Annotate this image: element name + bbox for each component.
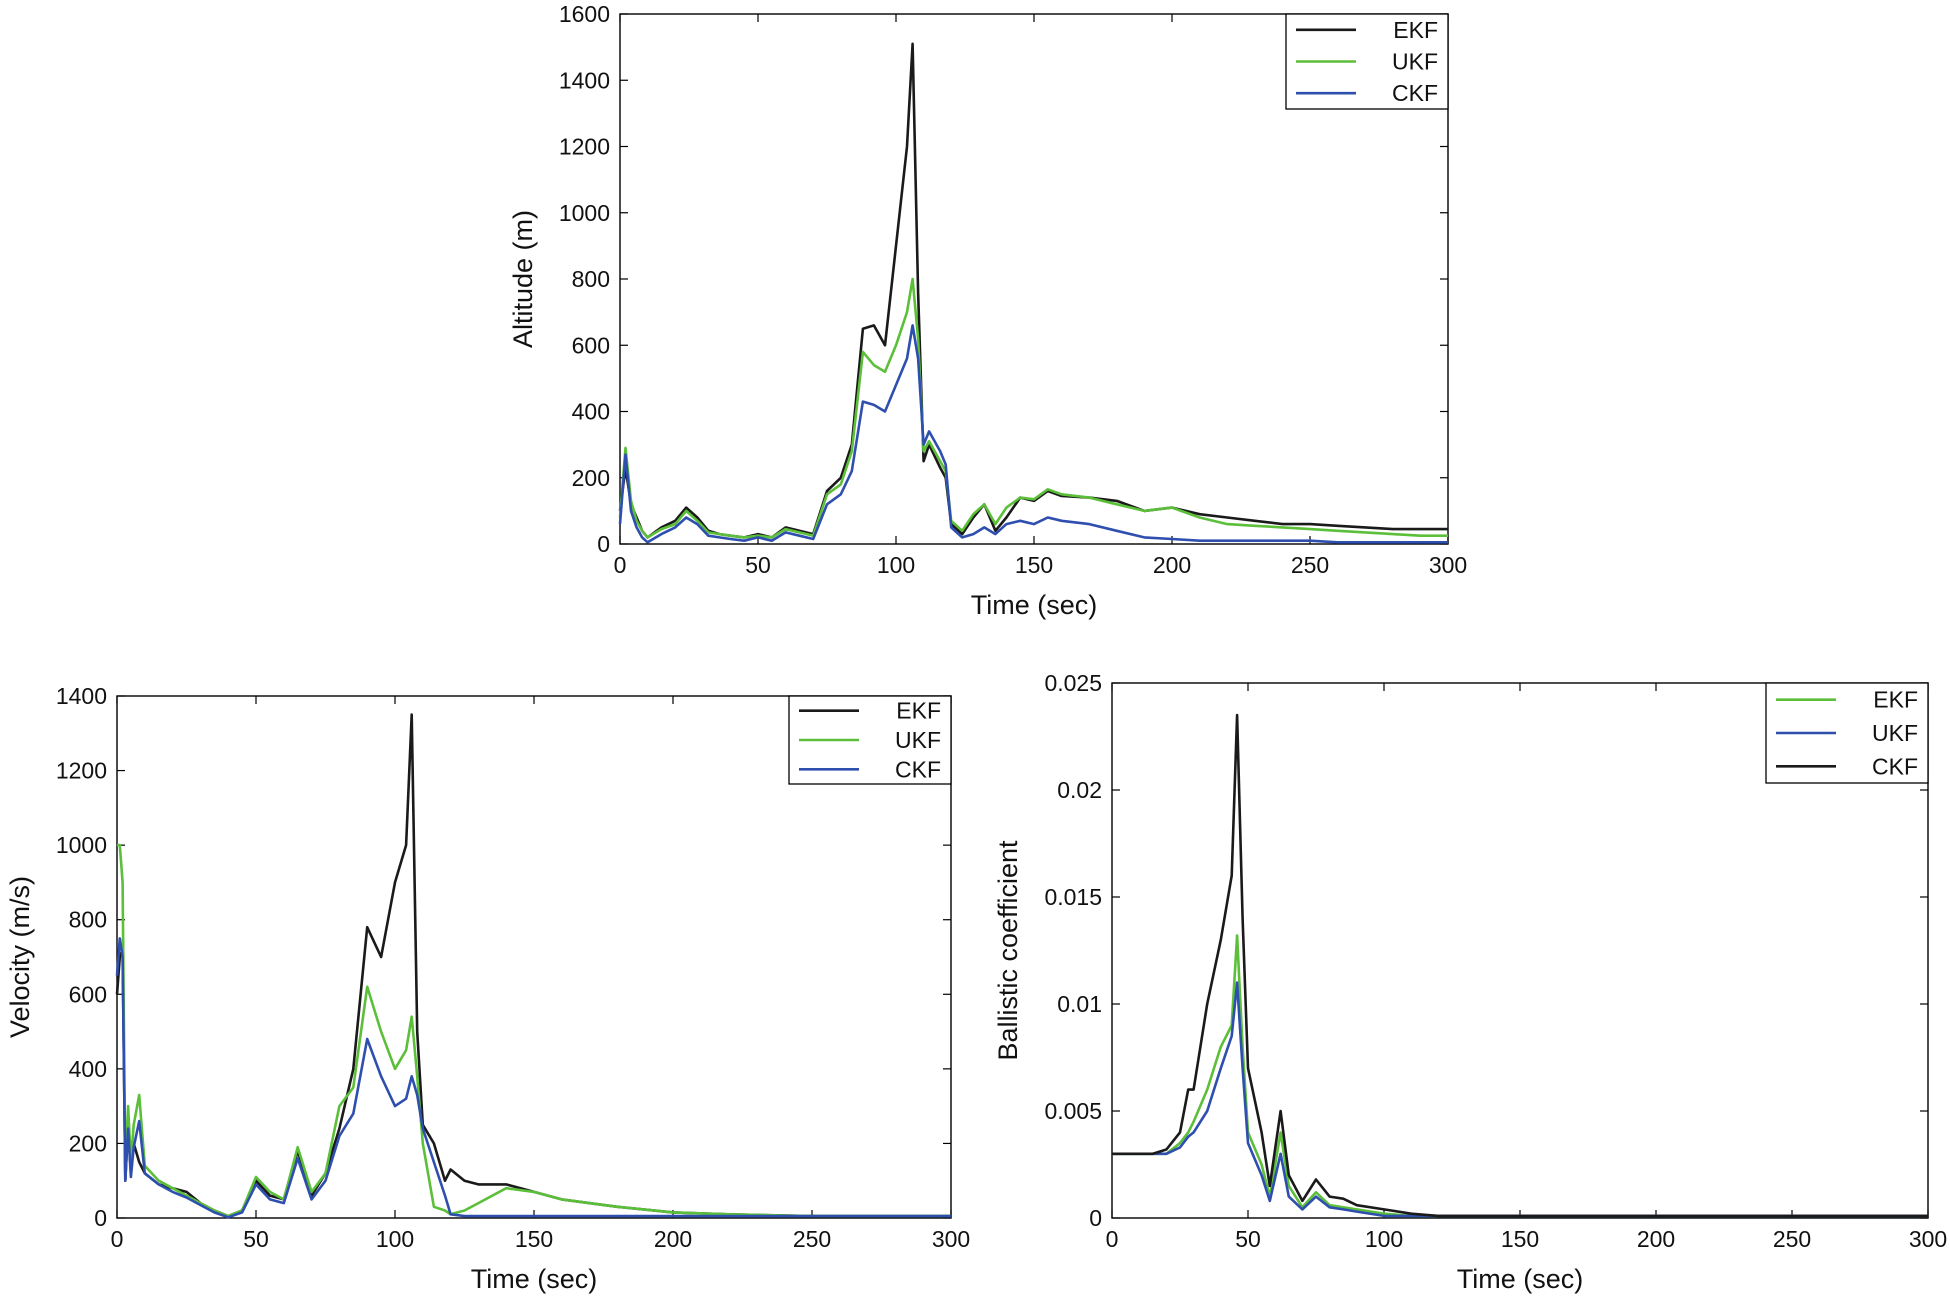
velocity-ytick-label: 1200 [56,758,107,784]
altitude-xtick-label: 100 [877,552,915,578]
ballistic-xtick-label: 50 [1235,1226,1261,1252]
altitude-series-ckf [618,324,1448,544]
ballistic-ytick-label: 0.01 [1057,991,1102,1017]
altitude-ylabel: Altitude (m) [508,210,538,348]
ballistic-ytick-label: 0.02 [1057,777,1102,803]
velocity-xtick-label: 300 [932,1226,970,1252]
altitude-legend-label-ckf: CKF [1392,80,1438,106]
altitude-series-ekf [618,42,1448,539]
ballistic-legend-label-ekf: EKF [1873,687,1918,713]
velocity-xlabel: Time (sec) [471,1264,598,1294]
velocity-series-ukf [117,843,951,1218]
altitude-xlabel: Time (sec) [971,590,1098,620]
ballistic-ytick-label: 0 [1089,1205,1102,1231]
ballistic-xtick-label: 200 [1637,1226,1675,1252]
altitude-xtick-label: 200 [1153,552,1191,578]
altitude-ytick-label: 400 [572,399,610,425]
velocity-series-ckf [115,937,951,1219]
velocity-ytick-label: 0 [94,1205,107,1231]
altitude-xtick-label: 250 [1291,552,1329,578]
altitude-legend-label-ekf: EKF [1393,17,1438,43]
velocity-ytick-label: 1400 [56,683,107,709]
altitude-ytick-label: 800 [572,266,610,292]
velocity-ytick-label: 1000 [56,832,107,858]
velocity-legend-label-ukf: UKF [895,727,941,753]
velocity-legend-label-ckf: CKF [895,756,941,782]
altitude-ytick-label: 1600 [559,1,610,27]
ballistic-series-ckf [1112,713,1928,1218]
chart-altitude: 0 50 100 150 200 250 300 0 200 400 600 800 1000 1200 1… [508,1,1467,620]
ballistic-xtick-label: 150 [1501,1226,1539,1252]
ballistic-legend-label-ckf: CKF [1872,753,1918,779]
altitude-xtick-label: 50 [745,552,771,578]
ballistic-ytick-label: 0.015 [1044,884,1102,910]
altitude-xtick-label: 0 [614,552,627,578]
altitude-ytick-label: 0 [597,531,610,557]
velocity-ytick-label: 600 [69,981,107,1007]
ballistic-legend-label-ukf: UKF [1872,720,1918,746]
altitude-ytick-label: 600 [572,332,610,358]
ballistic-xtick-label: 250 [1773,1226,1811,1252]
velocity-xtick-label: 100 [376,1226,414,1252]
ballistic-xlabel: Time (sec) [1457,1264,1584,1294]
velocity-ytick-label: 800 [69,907,107,933]
ballistic-ylabel: Ballistic coefficient [993,840,1023,1061]
velocity-ytick-label: 400 [69,1056,107,1082]
altitude-series-ukf [618,277,1448,539]
altitude-ytick-label: 1400 [559,67,610,93]
ballistic-xtick-label: 0 [1106,1226,1119,1252]
ballistic-xtick-label: 100 [1365,1226,1403,1252]
altitude-legend-label-ukf: UKF [1392,49,1438,75]
velocity-ylabel: Velocity (m/s) [5,876,35,1038]
ballistic-ytick-label: 0.025 [1044,670,1102,696]
altitude-ytick-label: 200 [572,465,610,491]
altitude-ytick-label: 1000 [559,200,610,226]
velocity-ytick-label: 200 [69,1130,107,1156]
altitude-xtick-label: 300 [1429,552,1467,578]
velocity-xtick-label: 150 [515,1226,553,1252]
velocity-xtick-label: 50 [243,1226,269,1252]
velocity-legend-label-ekf: EKF [896,698,941,724]
altitude-xtick-label: 150 [1015,552,1053,578]
ballistic-xtick-label: 300 [1909,1226,1947,1252]
altitude-ytick-label: 1200 [559,134,610,160]
velocity-xtick-label: 200 [654,1226,692,1252]
velocity-xtick-label: 250 [793,1226,831,1252]
chart-velocity: 0 50 100 150 200 250 300 0 200 400 600 800 1000 1200 1… [5,683,970,1294]
chart-ballistic: 0 50 100 150 200 250 300 0 0.005 0.01 0.015 0.02 0.0… [993,670,1947,1294]
ballistic-ytick-label: 0.005 [1044,1098,1102,1124]
velocity-xtick-label: 0 [111,1226,124,1252]
